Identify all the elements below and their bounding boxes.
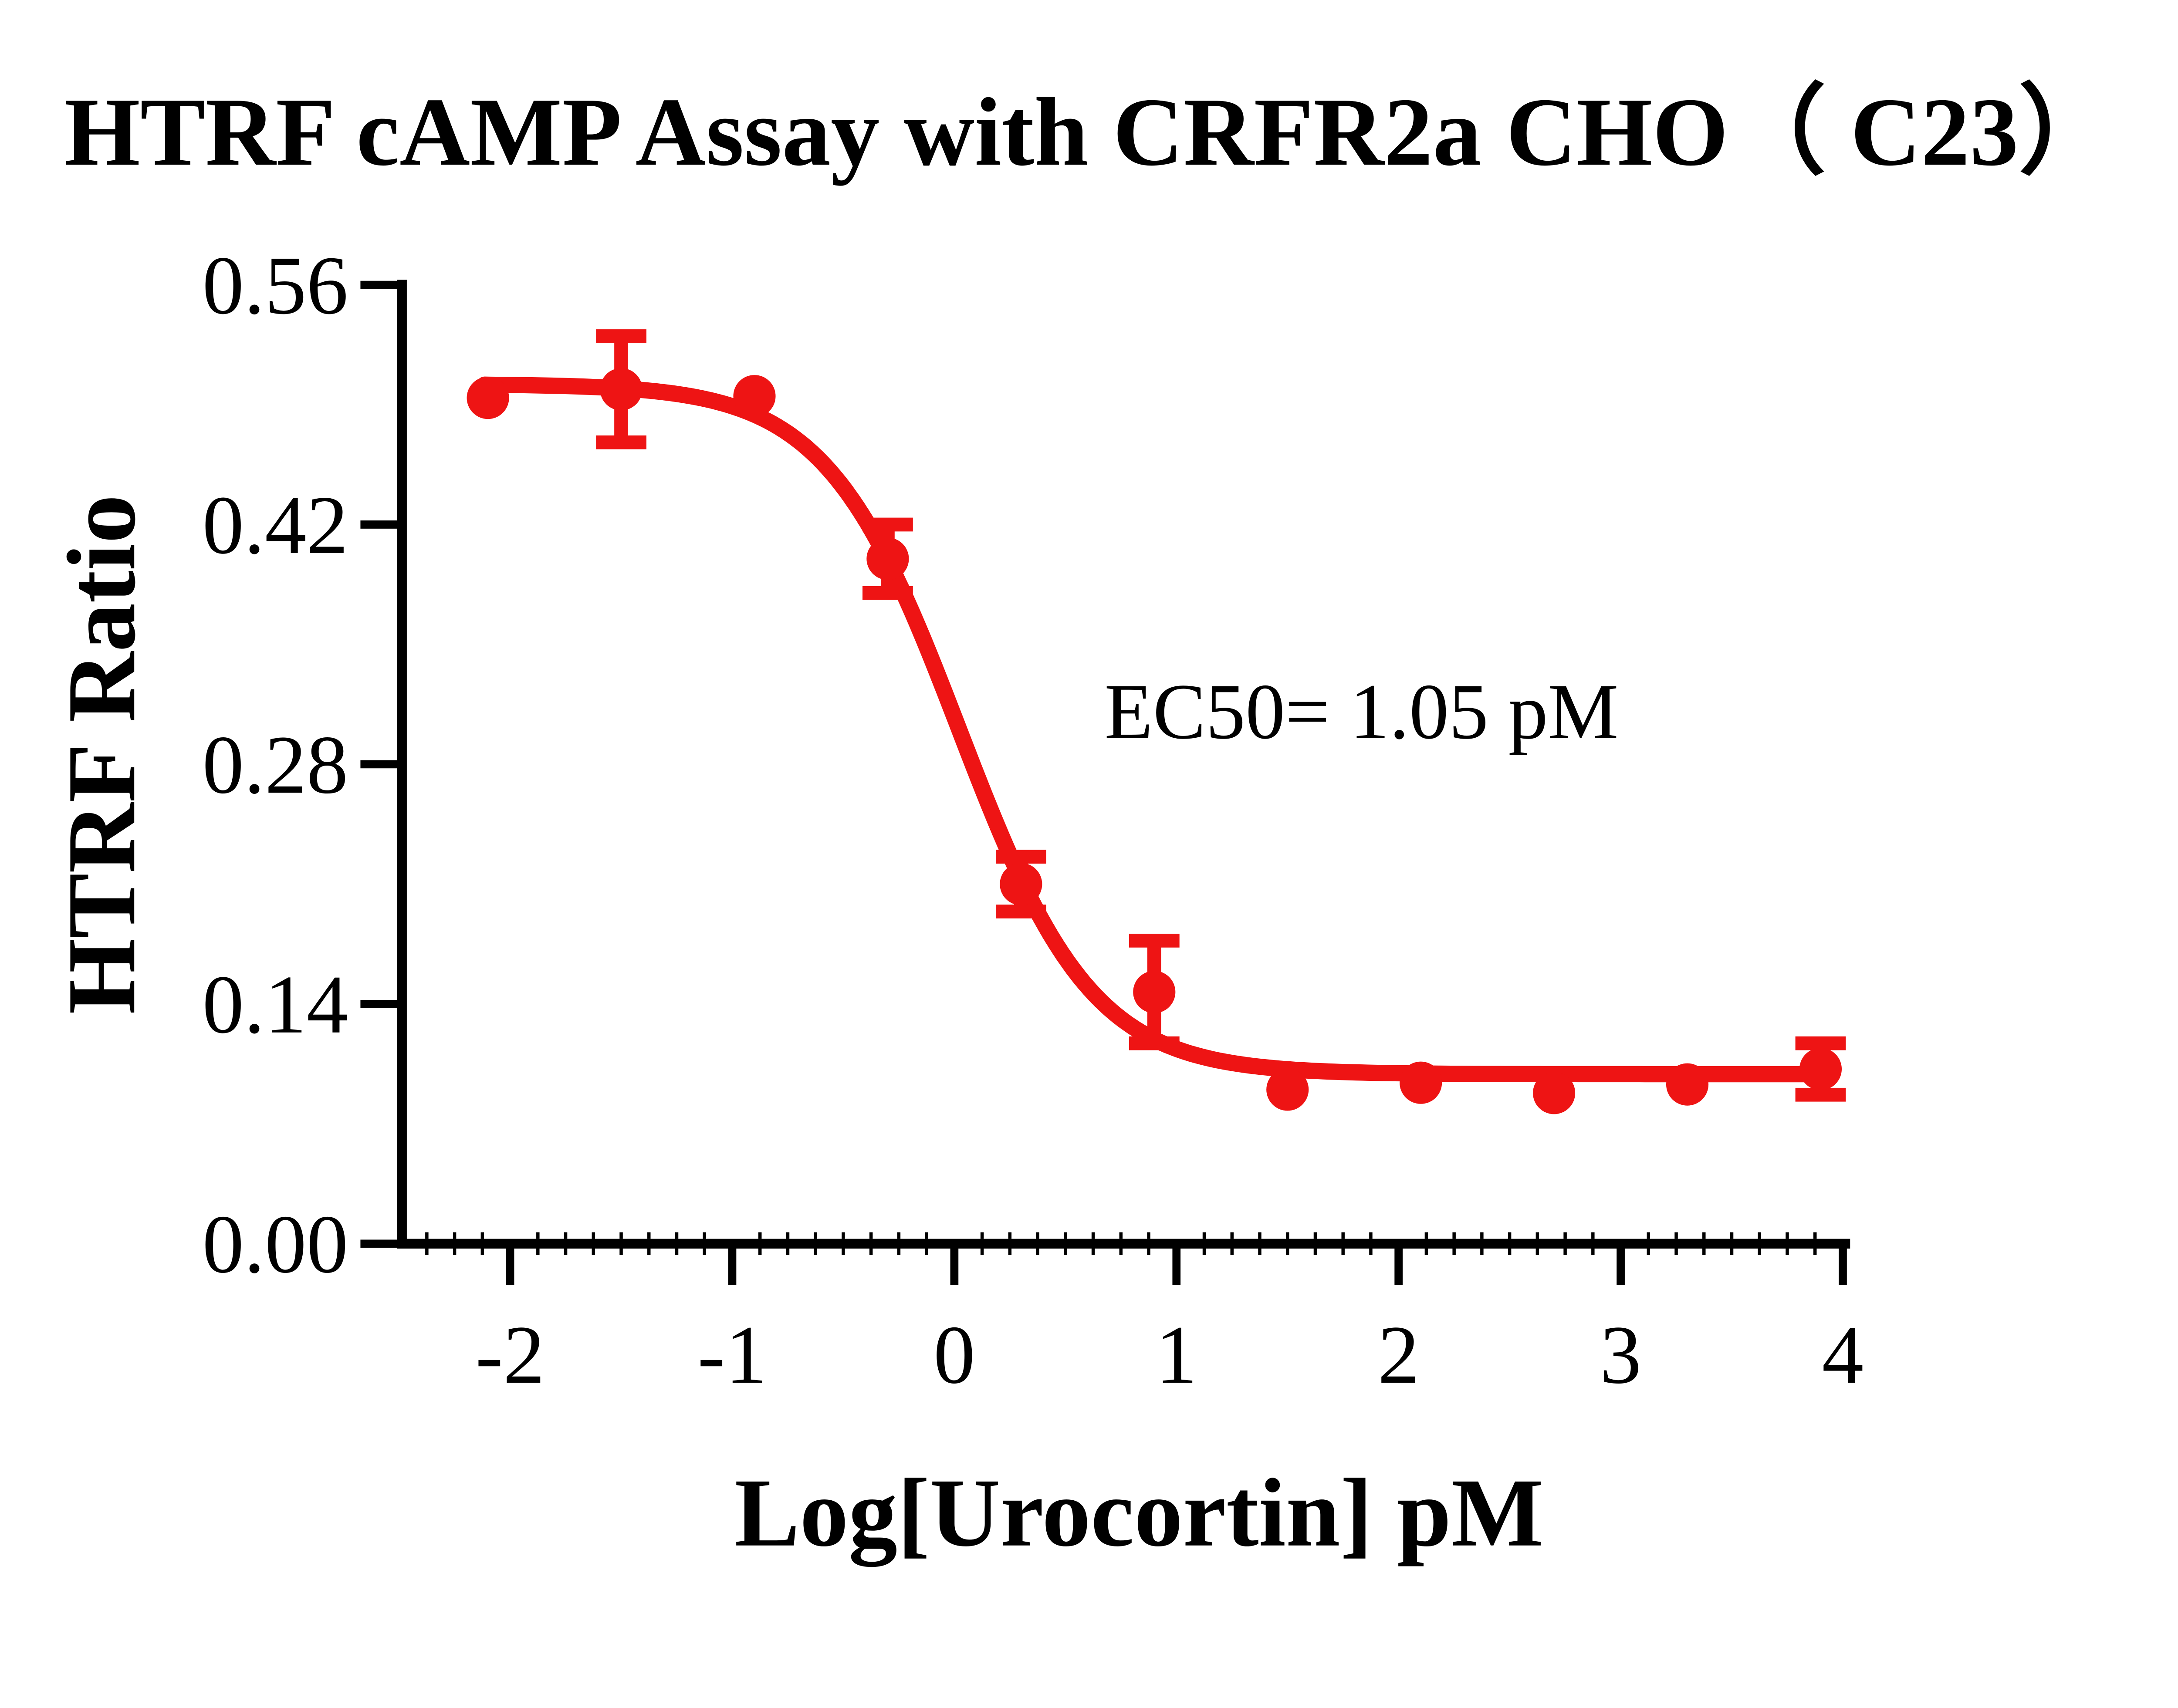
y-tick-label: 0.42: [202, 479, 348, 571]
x-tick-label: -2: [475, 1309, 544, 1401]
x-tick-label: 2: [1378, 1309, 1420, 1401]
y-tick-label: 0.56: [202, 239, 348, 331]
x-tick-label: 0: [933, 1309, 975, 1401]
ec50-annotation: EC50= 1.05 pM: [1104, 668, 1618, 756]
chart-figure: HTRF cAMP Assay with CRFR2a CHO（ C23） 0.…: [47, 78, 2117, 1567]
data-point: [600, 368, 643, 411]
plot-area: 0.00 0.14 0.28 0.42 0.56 -2 -1 0 1 2 3 4: [202, 239, 1863, 1401]
x-axis-label: Log[Urocortin] pM: [734, 1459, 1543, 1567]
data-point: [1133, 971, 1176, 1013]
data-point: [1400, 1061, 1442, 1104]
data-point: [733, 375, 776, 418]
data-point: [467, 377, 509, 419]
x-tick-label: 1: [1156, 1309, 1197, 1401]
chart-title: HTRF cAMP Assay with CRFR2a CHO（ C23）: [64, 78, 2116, 186]
x-tick-label: 3: [1600, 1309, 1642, 1401]
y-axis-label: HTRF Ratio: [47, 495, 156, 1014]
data-point: [1666, 1063, 1709, 1106]
y-tick-label: 0.00: [202, 1198, 348, 1290]
x-tick-label: 4: [1822, 1309, 1864, 1401]
data-point: [1266, 1068, 1309, 1111]
y-tick-label: 0.28: [202, 719, 348, 811]
data-point: [1533, 1072, 1576, 1114]
data-point: [866, 537, 909, 580]
data-point: [1000, 863, 1042, 905]
data-point: [1799, 1048, 1842, 1090]
y-tick-label: 0.14: [202, 959, 348, 1051]
x-tick-label: -1: [697, 1309, 767, 1401]
chart-canvas: HTRF cAMP Assay with CRFR2a CHO（ C23） 0.…: [47, 78, 2117, 1567]
